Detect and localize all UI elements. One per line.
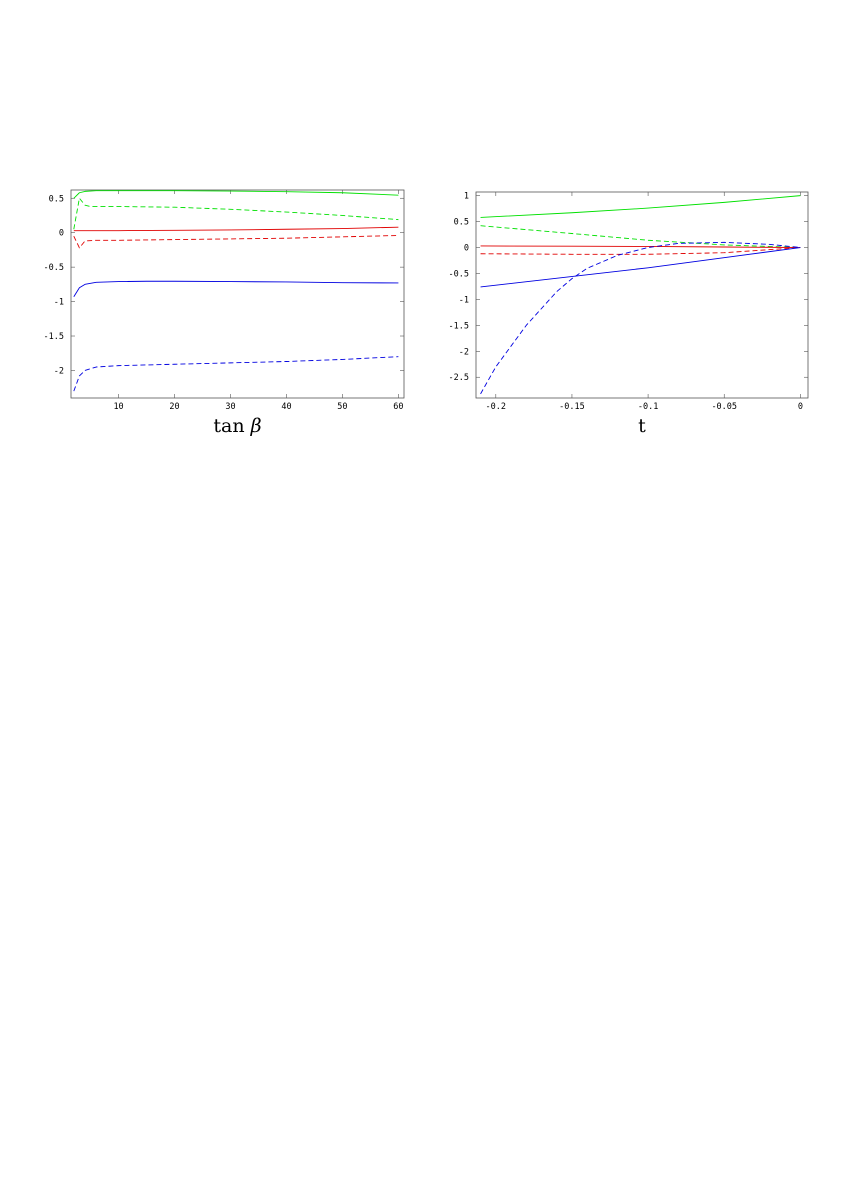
x-tick-label: 60	[393, 402, 403, 412]
y-tick-label: -1.5	[449, 321, 469, 331]
x-axis-label: tan β	[213, 415, 261, 437]
y-tick-label: 0	[59, 229, 64, 239]
x-tick-label: 40	[281, 402, 291, 412]
y-tick-label: -2.5	[449, 373, 469, 383]
series-line-4	[480, 247, 801, 288]
series-line-5	[480, 241, 801, 395]
series-line-0	[480, 195, 801, 218]
y-tick-label: -1.5	[44, 332, 64, 342]
y-tick-label: 1	[464, 192, 469, 202]
series-line-0	[73, 190, 399, 199]
chart-t: -0.2 -0.15 -0.1 -0.05 0 1 0.5 0 -0.5 -1 -1.5 -2 -2.5…	[449, 191, 809, 437]
y-tick-label: 0.5	[49, 194, 64, 204]
chart-tanbeta: 10 20 30 40 50 60 0.5 0 -0.5 -1 -1.5 -2 tan β	[44, 189, 405, 437]
x-tick-label: 10	[113, 402, 123, 412]
x-axis-label-fn: tan	[213, 415, 244, 437]
series-line-1	[73, 197, 399, 230]
series-line-5	[73, 356, 399, 392]
series-line-2	[73, 226, 399, 232]
x-tick-label: 50	[337, 402, 347, 412]
x-axis-label: t	[638, 415, 646, 437]
y-tick-label: -0.5	[449, 269, 469, 279]
series-line-3	[480, 247, 801, 255]
y-tick-label: -1	[54, 298, 64, 308]
y-tick-label: -0.5	[44, 263, 64, 273]
plot-frame	[70, 189, 405, 399]
x-tick-label: -0.1	[638, 402, 658, 412]
x-tick-label: -0.05	[711, 402, 737, 412]
plot-frame	[475, 191, 809, 399]
y-tick-label: -2	[54, 366, 64, 376]
y-tick-label: 0	[464, 244, 469, 254]
x-axis-label-var: β	[250, 415, 262, 437]
x-tick-label: 20	[169, 402, 179, 412]
y-tick-label: 0.5	[454, 218, 469, 228]
series-line-4	[73, 280, 399, 297]
y-tick-label: -2	[459, 347, 469, 357]
x-tick-label: 30	[225, 402, 235, 412]
x-tick-label: 0	[798, 402, 803, 412]
series-line-2	[480, 245, 801, 248]
y-tick-label: -1	[459, 295, 469, 305]
x-tick-label: -0.15	[559, 402, 585, 412]
series-line-3	[73, 235, 399, 249]
series-line-1	[480, 225, 801, 248]
x-tick-label: -0.2	[486, 402, 506, 412]
